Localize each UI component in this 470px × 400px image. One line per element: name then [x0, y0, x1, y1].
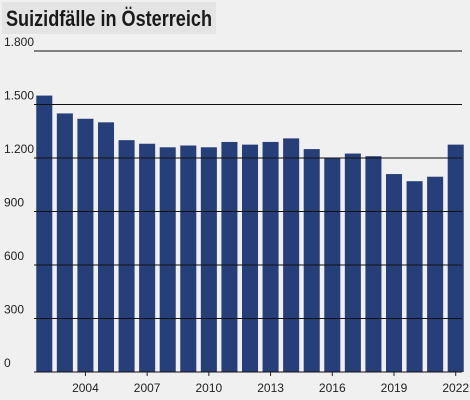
bar	[180, 145, 197, 372]
y-tick-label: 300	[4, 303, 24, 317]
bar	[36, 95, 53, 372]
bar	[365, 156, 382, 372]
x-tick-label: 2013	[257, 381, 284, 395]
bar	[406, 181, 423, 372]
bar	[262, 141, 279, 372]
title-box	[2, 2, 216, 34]
x-tick-label: 2004	[72, 381, 99, 395]
x-tick-label: 2016	[319, 381, 346, 395]
bar	[56, 113, 73, 373]
bar	[118, 140, 135, 372]
y-tick-label: 900	[4, 196, 24, 210]
x-tick-label: 2022	[442, 381, 469, 395]
bar	[303, 149, 320, 372]
bar	[200, 147, 217, 372]
bar	[77, 118, 94, 373]
y-tick-label: 0	[4, 356, 11, 370]
bar	[97, 122, 115, 372]
bar	[139, 143, 156, 372]
y-tick-label: 1.800	[4, 35, 34, 49]
bar	[447, 144, 464, 372]
y-tick-label: 1.200	[4, 142, 34, 156]
bar	[221, 141, 238, 372]
y-tick-label: 600	[4, 249, 24, 263]
x-tick-label: 2010	[196, 381, 223, 395]
x-tick-label: 2019	[381, 381, 408, 395]
bar	[283, 138, 300, 372]
bar	[241, 144, 259, 372]
x-tick-label: 2007	[134, 381, 161, 395]
y-tick-label: 1.500	[4, 89, 34, 103]
bar	[385, 174, 403, 372]
chart-title: Suizidfälle in Österreich	[6, 6, 212, 31]
bar	[344, 153, 361, 372]
bar	[159, 147, 176, 372]
bar	[427, 176, 444, 372]
